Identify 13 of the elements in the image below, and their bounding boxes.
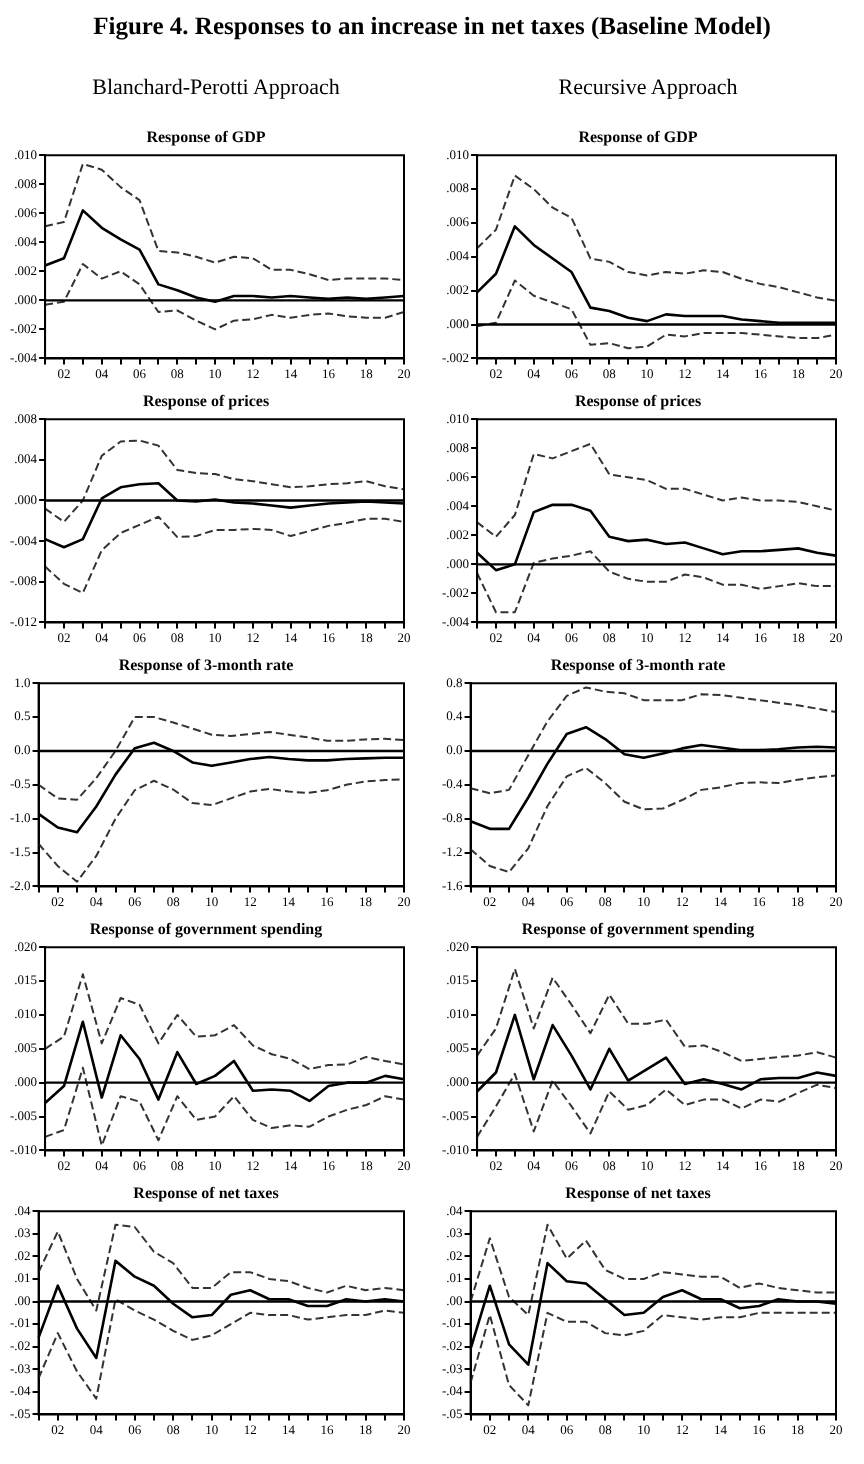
chart-title: Response of prices	[142, 391, 270, 410]
text: Recursive Approach	[556, 74, 740, 104]
text: Blanchard-Perotti Approach	[90, 74, 342, 104]
chart-title: Response of government spending	[521, 919, 755, 938]
chart-title: Response of 3-month rate	[118, 655, 295, 674]
chart-title: Response of net taxes	[565, 1183, 711, 1202]
chart-title: Response of prices	[574, 391, 702, 410]
chart-title: Response of GDP	[578, 127, 698, 146]
caption: Figure 4. Responses to an increase in net taxes (Baseline Model)	[91, 10, 773, 44]
chart-title: Response of GDP	[146, 127, 266, 146]
chart-title: Response of government spending	[89, 919, 323, 938]
chart-title: Response of 3-month rate	[550, 655, 727, 674]
chart-title: Response of net taxes	[133, 1183, 279, 1202]
